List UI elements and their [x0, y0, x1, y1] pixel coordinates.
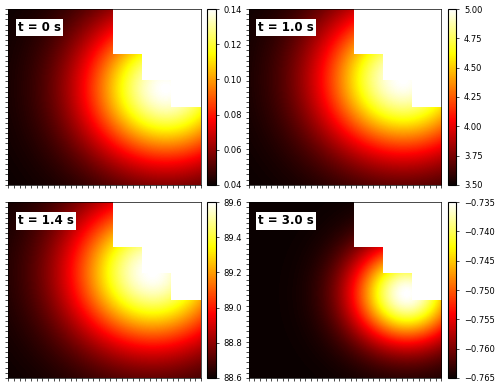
Text: t = 3.0 s: t = 3.0 s	[258, 214, 314, 228]
Text: t = 1.4 s: t = 1.4 s	[18, 214, 74, 228]
Text: t = 0 s: t = 0 s	[18, 21, 61, 34]
Text: t = 1.0 s: t = 1.0 s	[258, 21, 314, 34]
